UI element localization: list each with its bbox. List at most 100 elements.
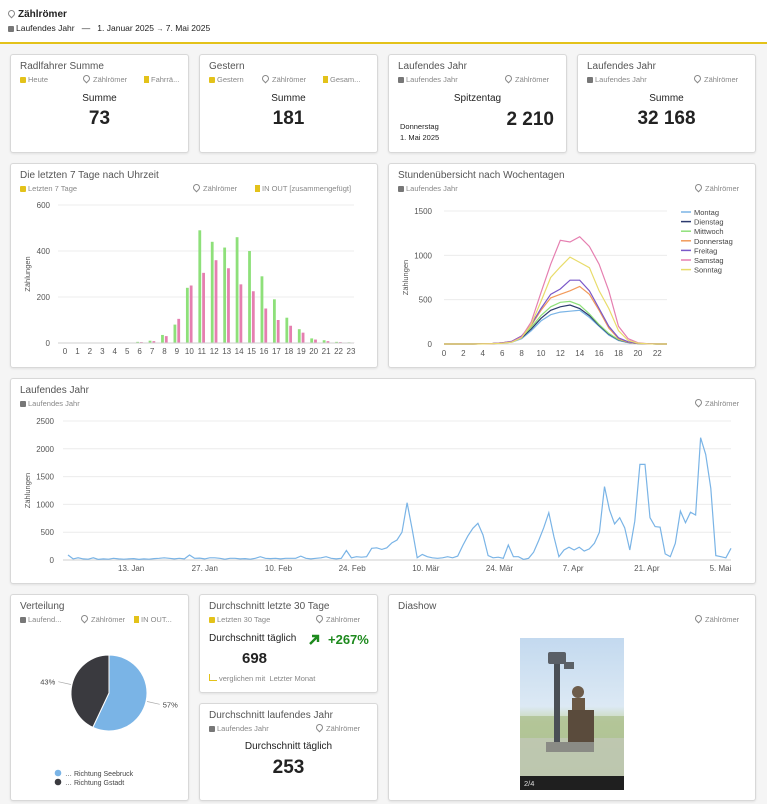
compare-prefix: verglichen mit — [219, 674, 266, 683]
series-line-freitag — [444, 279, 667, 345]
avg-30-days-card[interactable]: Durchschnitt letzte 30 Tage Letzten 30 T… — [199, 594, 378, 693]
x-tick-label: 14 — [575, 349, 584, 358]
x-tick-label: 2 — [461, 349, 466, 358]
distribution-pie-chart: 57% … Richtung Seebruck 43% … Richtung Gsta… — [40, 654, 178, 787]
period-label: Laufendes Jahr — [28, 399, 80, 408]
x-tick-label: 4 — [113, 347, 118, 356]
legend-label: Freitag — [694, 246, 717, 255]
x-tick-label: 0 — [63, 347, 68, 356]
x-tick-label: 13. Jan — [118, 564, 144, 573]
kpi-card-yesterday[interactable]: Gestern Gestern Zählrömer Gesam... Summe… — [199, 54, 378, 153]
period-label: Laufendes Jahr — [406, 75, 458, 84]
location-label: Zählrömer — [326, 724, 361, 733]
filter-icon — [255, 185, 260, 192]
card-title: Diashow — [398, 601, 437, 612]
bar — [248, 251, 251, 343]
x-tick-label: 10 — [537, 349, 546, 358]
filter-label: IN OUT... — [141, 615, 172, 624]
card-title: Radlfahrer Summe — [20, 61, 104, 72]
bar — [322, 340, 326, 343]
distribution-card[interactable]: Verteilung Laufend... Zählrömer IN OUT..… — [10, 594, 189, 801]
bar — [276, 320, 280, 343]
peak-weekday: Donnerstag — [400, 122, 439, 131]
bar — [314, 339, 317, 343]
x-tick-label: 9 — [175, 347, 180, 356]
legend-label: Sonntag — [694, 266, 722, 275]
bar — [297, 329, 301, 343]
bar — [235, 237, 239, 343]
calendar-icon — [209, 77, 215, 83]
y-tick-label: 400 — [37, 247, 51, 256]
kpi-label: Summe — [271, 93, 306, 104]
x-tick-label: 12 — [556, 349, 565, 358]
series-line-dienstag — [444, 304, 667, 345]
location-label: Zählrömer — [93, 75, 128, 84]
series-line-donnerstag — [444, 285, 667, 345]
avg-year-card[interactable]: Durchschnitt laufendes Jahr Laufendes Ja… — [199, 703, 378, 801]
hourly-chart-card[interactable]: Die letzten 7 Tage nach Uhrzeit Letzten … — [10, 163, 378, 368]
date-to: 7. Mai 2025 — [165, 23, 211, 33]
x-tick-label: 2 — [88, 347, 93, 356]
counter-station-photo — [520, 652, 624, 790]
kpi-label: Summe — [82, 93, 117, 104]
bar — [272, 299, 276, 343]
kpi-card-today[interactable]: Radlfahrer Summe Heute Zählrömer Fahrrä.… — [10, 54, 189, 153]
y-tick-label: 1000 — [36, 500, 54, 509]
x-tick-label: 6 — [500, 349, 505, 358]
card-title: Durchschnitt laufendes Jahr — [209, 710, 333, 721]
filter-icon — [323, 76, 328, 83]
range-label: Laufendes Jahr — [16, 23, 75, 33]
bar — [136, 341, 140, 343]
location-label: Zählrömer — [705, 615, 740, 624]
filter-icon — [134, 616, 139, 623]
filter-icon — [144, 76, 149, 83]
x-tick-label: 10. Mär — [412, 564, 439, 573]
chart-trend-icon — [209, 674, 217, 681]
bar — [210, 241, 214, 343]
year-chart-card[interactable]: Laufendes Jahr Laufendes Jahr Zählrömer … — [10, 378, 756, 584]
x-tick-label: 7. Apr — [563, 564, 584, 573]
kpi-card-year-sum[interactable]: Laufendes Jahr Laufendes Jahr Zählrömer … — [577, 54, 756, 153]
bar — [189, 285, 193, 343]
avg-value: 698 — [242, 650, 268, 667]
bar — [301, 332, 305, 343]
bar — [310, 338, 314, 343]
x-tick-label: 14 — [235, 347, 244, 356]
x-tick-label: 10 — [185, 347, 194, 356]
slide-counter: 2/4 — [524, 779, 535, 788]
bar — [251, 291, 255, 343]
legend-label: … Richtung Gstadt — [65, 780, 124, 787]
x-tick-label: 22 — [653, 349, 662, 358]
kpi-card-peak-day[interactable]: Laufendes Jahr Laufendes Jahr Zählrömer … — [388, 54, 567, 153]
calendar-icon — [209, 617, 215, 623]
y-tick-label: 500 — [41, 528, 55, 537]
location-label: Zählrömer — [705, 184, 740, 193]
y-tick-label: 1500 — [414, 207, 432, 216]
calendar-icon — [20, 186, 26, 192]
calendar-icon — [8, 26, 14, 32]
y-axis-label: Zählungen — [23, 473, 32, 508]
slideshow-image[interactable]: 2/4 — [520, 638, 624, 790]
location-pin-icon — [260, 73, 271, 84]
series-line-mittwoch — [444, 300, 667, 345]
x-tick-label: 21 — [322, 347, 331, 356]
y-tick-label: 0 — [428, 340, 433, 349]
period-label: Letzten 7 Tage — [28, 184, 78, 193]
slideshow-card[interactable]: Diashow Zählrömer 2/4 — [388, 594, 756, 801]
x-tick-label: 4 — [481, 349, 486, 358]
kpi-label: Summe — [649, 93, 684, 104]
year-line-chart: 0 500 1000 1500 2000 2500 Zählungen 13. Jan 27. … — [23, 417, 732, 573]
kpi-value: 32 168 — [637, 108, 696, 129]
filter-label: Fahrrä... — [151, 75, 180, 84]
location-pin-icon — [6, 8, 17, 19]
card-title: Laufendes Jahr — [20, 385, 89, 396]
y-axis-label: Zählungen — [401, 260, 410, 295]
x-tick-label: 3 — [100, 347, 105, 356]
location-label: Zählrömer — [515, 75, 550, 84]
kpi-value: 2 210 — [506, 109, 554, 130]
weekday-chart-card[interactable]: Stundenübersicht nach Wochentagen Laufen… — [388, 163, 756, 368]
date-range-selector[interactable]: Laufendes Jahr — 1. Januar 2025 → 7. Mai… — [8, 23, 210, 33]
change-percent: +267% — [328, 632, 369, 647]
location-label: Zählrömer — [704, 75, 739, 84]
